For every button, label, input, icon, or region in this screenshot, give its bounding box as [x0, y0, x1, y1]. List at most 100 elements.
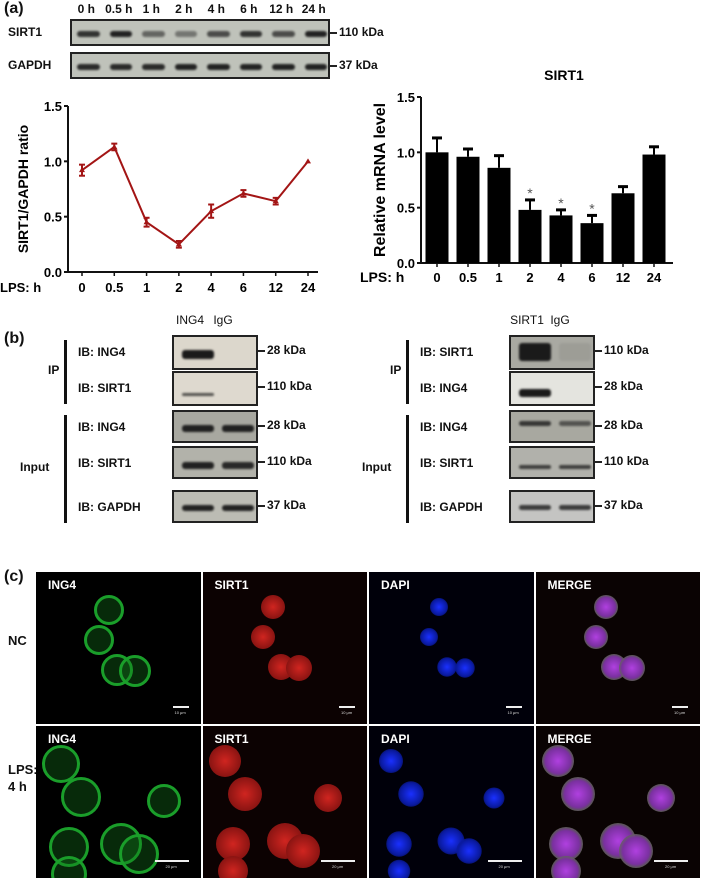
bar — [487, 167, 511, 263]
cell — [560, 777, 595, 811]
group-bracket — [64, 415, 67, 523]
chart-title: SIRT1 — [544, 67, 584, 83]
x-tick-label: 0 — [78, 280, 85, 295]
cell — [84, 625, 114, 655]
blot-strip — [509, 490, 595, 523]
blot-strip — [172, 490, 258, 523]
cell — [313, 784, 342, 812]
significance-asterisk: * — [558, 195, 564, 211]
x-tick-label: 12 — [616, 270, 630, 285]
x-tick-label: 12 — [268, 280, 282, 295]
blot-strip — [509, 410, 595, 443]
x-tick-label: 4 — [557, 270, 565, 285]
cell — [387, 859, 411, 878]
y-tick-label: 1.0 — [397, 145, 415, 160]
band — [304, 31, 327, 37]
band — [174, 64, 197, 70]
data-line — [81, 145, 309, 246]
kda-marker: 110 kDa — [595, 343, 649, 357]
scale-bar-label: 10 μm — [507, 710, 519, 715]
band — [519, 505, 551, 510]
blot-strip — [509, 446, 595, 479]
kda-marker: 110 kDa — [258, 379, 312, 393]
kda-marker: 28 kDa — [595, 418, 643, 432]
panel-c-label: (c) — [4, 568, 24, 585]
scale-bar — [487, 860, 522, 862]
scale-bar — [672, 706, 688, 708]
data-point-marker — [175, 241, 182, 247]
kda-marker: 28 kDa — [595, 379, 643, 393]
bar — [642, 154, 666, 263]
group-label-input: Input — [362, 460, 392, 474]
band — [559, 421, 591, 426]
scale-bar-label: 10 μm — [174, 710, 186, 715]
micrograph-merge-lps: MERGE 20 μm — [535, 726, 700, 878]
blot-strip — [172, 410, 258, 443]
bar — [456, 156, 480, 263]
channel-label: SIRT1 — [214, 732, 249, 746]
band — [239, 64, 262, 70]
ib-label: IB: ING4 — [78, 420, 126, 434]
bar — [425, 152, 449, 263]
band — [207, 31, 230, 37]
band — [207, 64, 230, 70]
kda-marker: 28 kDa — [258, 343, 306, 357]
y-tick-label: 1.5 — [397, 90, 415, 105]
channel-label: ING4 — [48, 578, 77, 592]
scale-bar-label: 20 μm — [665, 864, 677, 869]
x-tick-label: 24 — [647, 270, 662, 285]
cell — [593, 595, 618, 619]
ib-label: IB: GAPDH — [420, 500, 483, 514]
band — [142, 64, 165, 70]
band — [174, 31, 197, 37]
scale-bar — [654, 860, 688, 862]
scale-bar-label: 20 μm — [165, 864, 177, 869]
ib-label: IB: SIRT1 — [420, 345, 474, 359]
blot-strip — [172, 446, 258, 479]
lane-label: 1 h — [142, 2, 160, 16]
scale-bar — [172, 706, 189, 708]
band — [182, 462, 214, 469]
blot-strip — [172, 335, 258, 370]
cell — [285, 655, 312, 681]
x-tick-label: 6 — [588, 270, 595, 285]
lane-label: 2 h — [175, 2, 193, 16]
band — [77, 64, 100, 70]
band — [109, 64, 132, 70]
cell — [437, 657, 457, 677]
scale-bar-label: 10 μm — [341, 710, 353, 715]
cell — [583, 625, 608, 649]
row-label-lps-4h: LPS: 4 h — [8, 762, 38, 794]
band — [519, 389, 551, 397]
ib-label: IB: SIRT1 — [78, 381, 132, 395]
band — [272, 64, 295, 70]
kda-marker: 110 kDa — [258, 454, 312, 468]
blot-strip — [172, 371, 258, 406]
x-axis-label: LPS: h — [0, 280, 41, 295]
kda-marker: 110 kDa — [595, 454, 649, 468]
data-point-marker — [111, 143, 118, 149]
blot-strip — [509, 335, 595, 370]
y-tick-label: 1.5 — [44, 99, 62, 114]
band — [182, 505, 214, 511]
band — [559, 505, 591, 510]
band — [272, 31, 295, 37]
panel-b-label: (b) — [4, 330, 25, 347]
micrograph-sirt1-lps: SIRT1 20 μm — [202, 726, 367, 878]
channel-label: SIRT1 — [214, 578, 249, 592]
band — [519, 343, 551, 361]
x-tick-label: 2 — [526, 270, 533, 285]
band — [222, 462, 254, 469]
channel-label: DAPI — [381, 578, 410, 592]
lane-label: 6 h — [240, 2, 258, 16]
scale-bar — [505, 706, 522, 708]
x-tick-label: 1 — [495, 270, 502, 285]
blot-strip-sirt1 — [70, 19, 330, 46]
row-label-nc: NC — [8, 633, 27, 648]
group-label-input: Input — [20, 460, 50, 474]
cell — [285, 834, 320, 868]
channel-label: ING4 — [48, 732, 77, 746]
lane-label: 12 h — [269, 2, 294, 16]
band — [559, 343, 591, 361]
